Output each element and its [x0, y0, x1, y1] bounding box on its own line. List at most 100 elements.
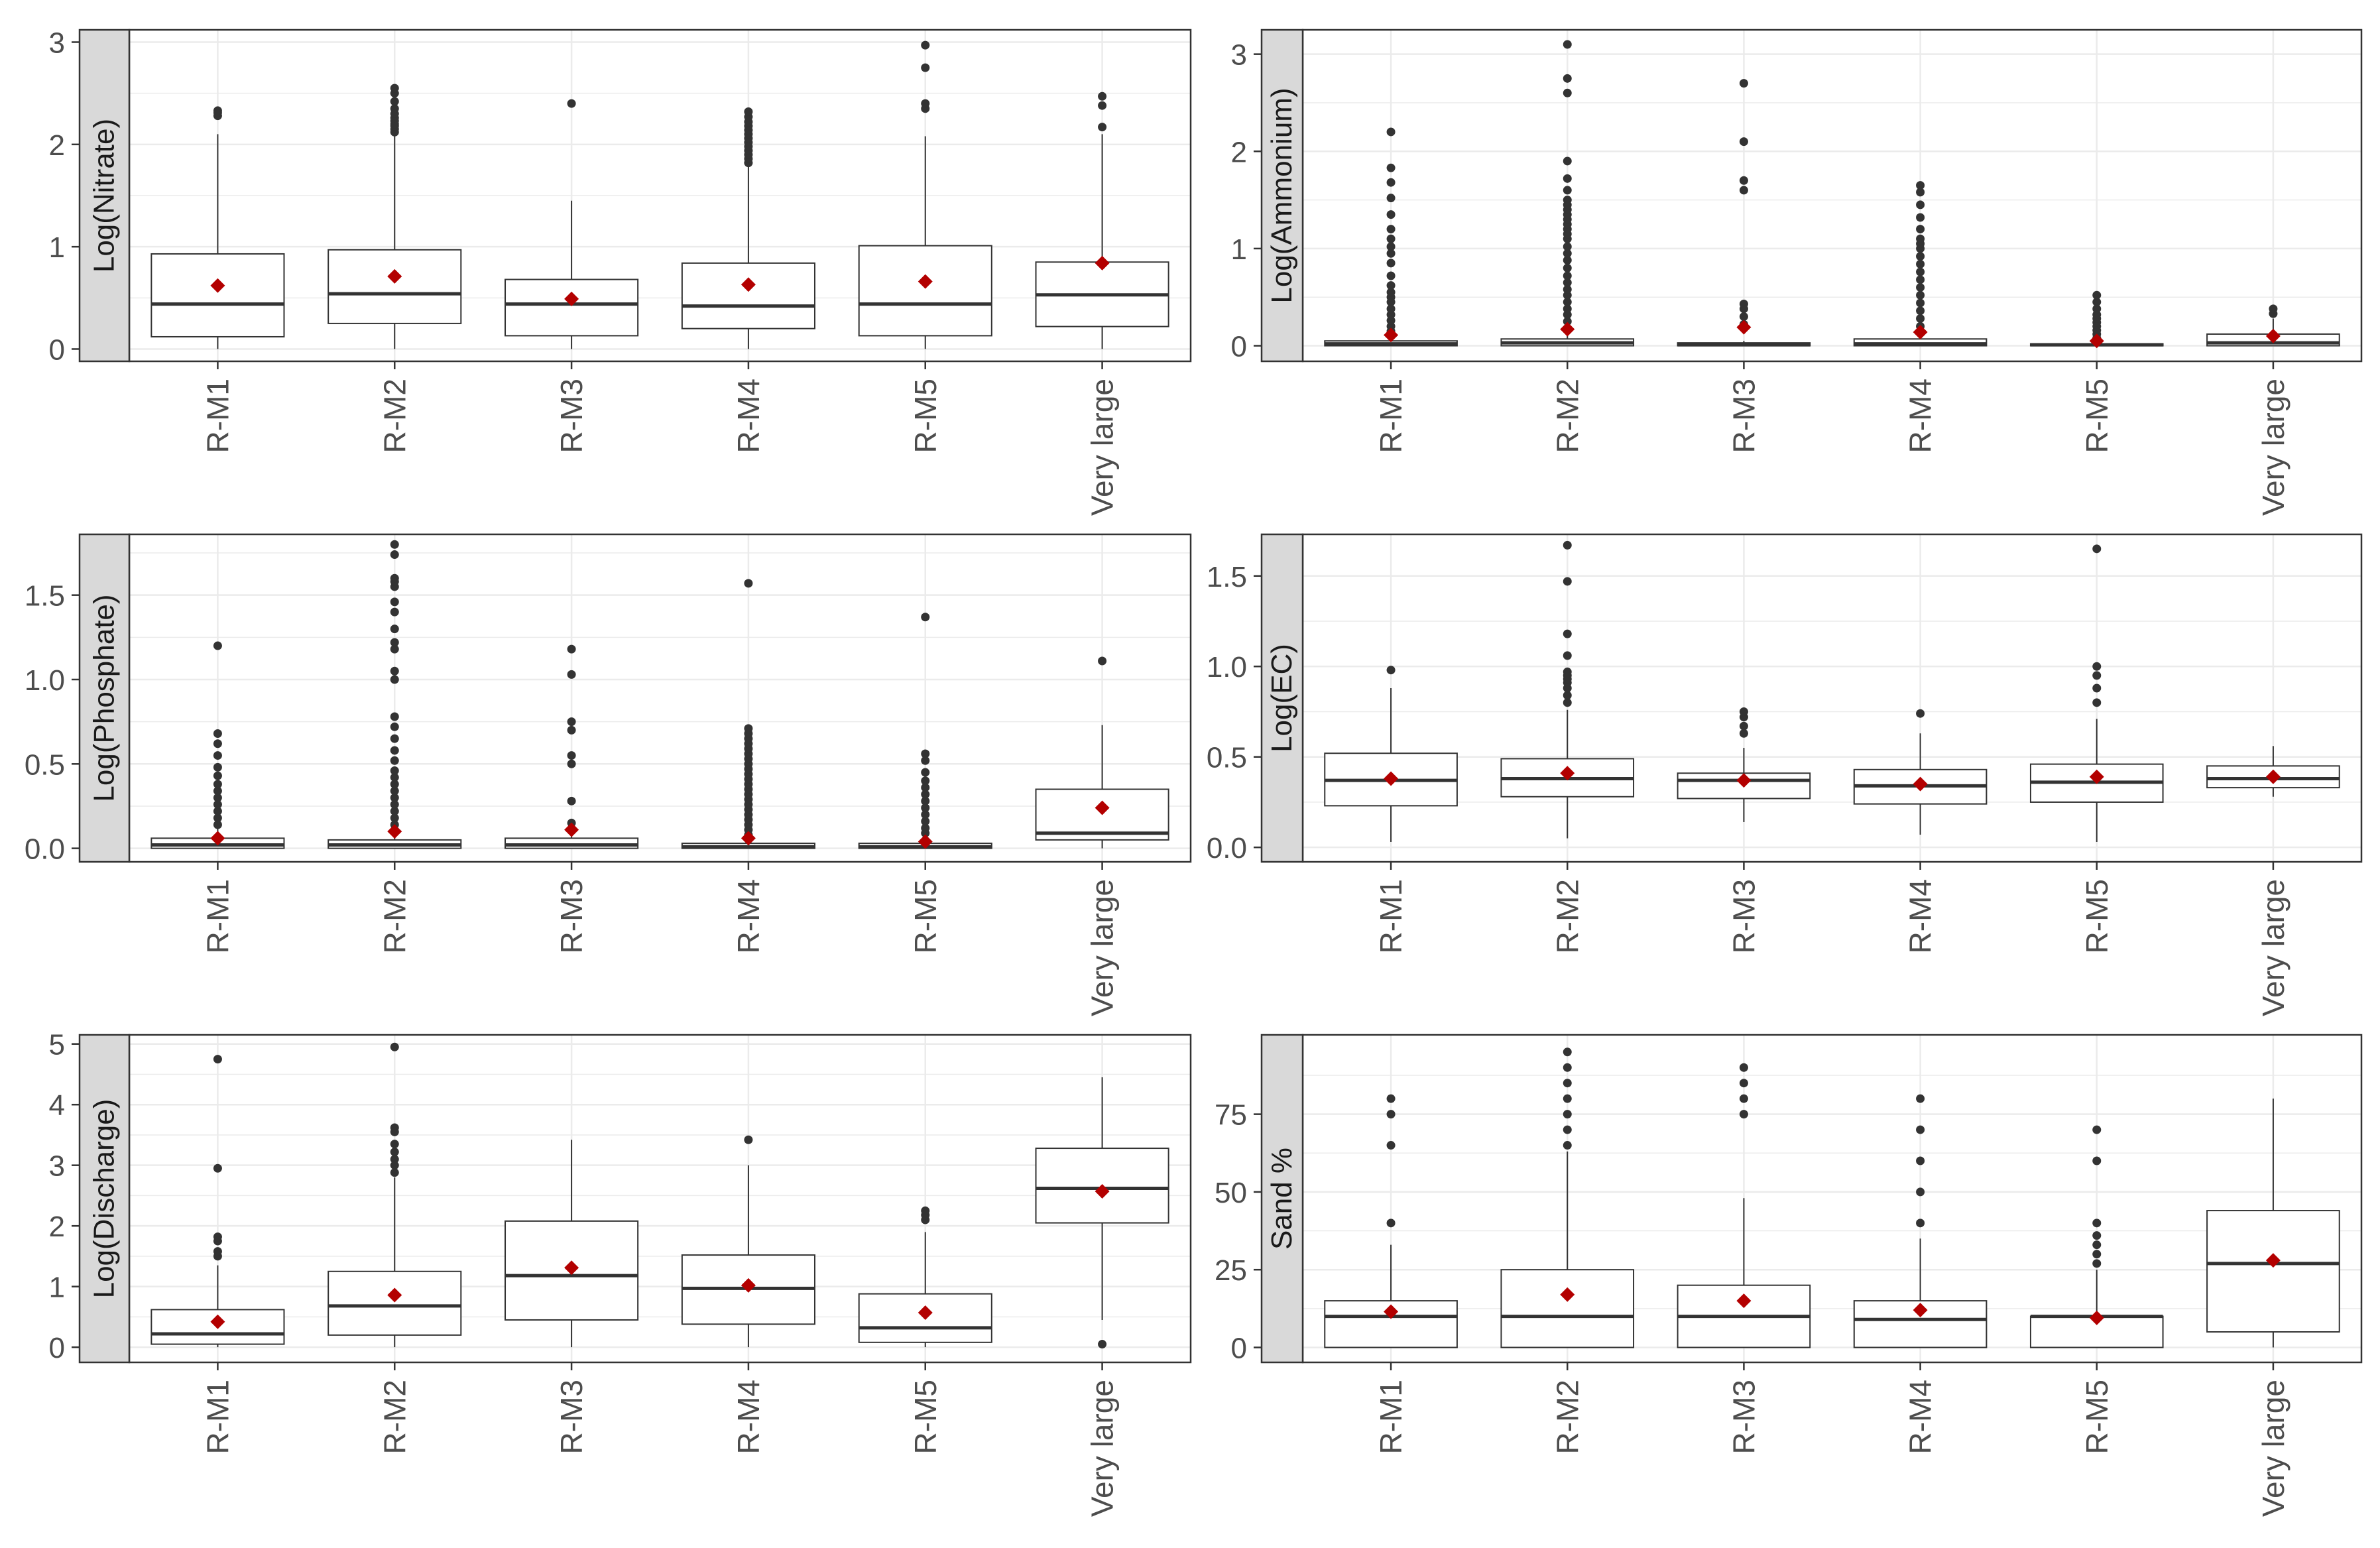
outlier-point — [2092, 1240, 2102, 1250]
outlier-point — [1739, 186, 1748, 195]
outlier-point — [390, 597, 399, 607]
outlier-point — [213, 1055, 222, 1064]
box-very-large — [1035, 1077, 1169, 1349]
x-tick-label: R-M1 — [200, 1380, 235, 1454]
outlier-point — [213, 739, 222, 748]
y-tick-label: 1.0 — [25, 664, 65, 697]
outlier-point — [921, 99, 930, 108]
outlier-point — [2092, 698, 2102, 707]
x-tick-label: R-M2 — [1550, 1380, 1584, 1454]
outlier-point — [1916, 234, 1925, 243]
box-r-m5 — [2029, 544, 2164, 842]
mean-marker — [2089, 1310, 2104, 1325]
facet-panel: Log(Discharge) 0 1 2 3 4 5 R-M1 R-M2 R-M3 R-M4 R-M5… — [49, 1029, 1192, 1517]
outlier-point — [1916, 213, 1925, 222]
box-r-m2 — [327, 540, 462, 849]
y-tick-label: 1 — [1231, 233, 1247, 266]
outlier-point — [2092, 1156, 2102, 1165]
outlier-point — [744, 579, 753, 588]
outlier-point — [2092, 662, 2102, 671]
outlier-point — [213, 786, 222, 796]
outlier-point — [390, 1148, 399, 1157]
outlier-point — [1563, 156, 1572, 166]
mean-marker — [918, 1305, 933, 1320]
outlier-point — [921, 613, 930, 622]
outlier-point — [1563, 317, 1572, 326]
outlier-point — [1916, 275, 1925, 284]
facet-label: Log(Ammonium) — [1266, 88, 1298, 303]
outlier-point — [213, 1232, 222, 1242]
x-tick-label: R-M2 — [377, 379, 412, 453]
outlier-point — [1563, 1110, 1572, 1119]
box-r-m5 — [2029, 1125, 2164, 1348]
outlier-point — [1739, 1063, 1748, 1072]
outlier-point — [1386, 259, 1396, 268]
outlier-point — [1563, 304, 1572, 314]
outlier-point — [1916, 1156, 1925, 1165]
outlier-point — [1563, 40, 1572, 49]
outlier-point — [213, 751, 222, 760]
box-r-m1 — [150, 641, 285, 849]
outlier-point — [390, 793, 399, 802]
y-tick-label: 1 — [49, 231, 65, 264]
panel-background — [129, 1035, 1191, 1362]
outlier-point — [2092, 684, 2102, 693]
mean-marker — [210, 831, 225, 846]
outlier-point — [213, 793, 222, 802]
mean-marker — [387, 1287, 402, 1303]
mean-marker — [741, 277, 756, 292]
outlier-point — [2092, 1219, 2102, 1228]
x-tick-label: R-M3 — [1726, 879, 1761, 953]
outlier-point — [1386, 210, 1396, 219]
outlier-point — [390, 638, 399, 647]
box-r-m5 — [2029, 290, 2164, 349]
outlier-point — [213, 641, 222, 650]
outlier-point — [567, 796, 576, 805]
mean-marker — [1384, 771, 1399, 786]
outlier-point — [921, 796, 930, 805]
iqr-box — [505, 278, 639, 337]
y-tick-label: 0.0 — [1207, 832, 1247, 864]
y-tick-label: 2 — [49, 129, 65, 162]
outlier-point — [390, 712, 399, 721]
box-r-m5 — [858, 613, 992, 849]
mean-marker — [1736, 1293, 1752, 1309]
box-very-large — [1035, 656, 1169, 849]
outlier-point — [1739, 176, 1748, 185]
outlier-point — [1386, 234, 1396, 243]
box-r-m4 — [681, 1135, 815, 1348]
outlier-point — [213, 762, 222, 772]
mean-marker — [1560, 1287, 1575, 1302]
outlier-point — [744, 1135, 753, 1144]
mean-marker — [210, 1314, 225, 1329]
box-very-large — [2206, 746, 2340, 797]
outlier-point — [1386, 242, 1396, 251]
outlier-point — [921, 63, 930, 72]
box-r-m3 — [1677, 707, 1811, 822]
outlier-point — [921, 40, 930, 50]
outlier-point — [1386, 288, 1396, 297]
mean-marker — [387, 268, 402, 284]
outlier-point — [390, 1123, 399, 1132]
outlier-point — [1386, 271, 1396, 280]
outlier-point — [390, 573, 399, 583]
outlier-point — [1563, 629, 1572, 638]
outlier-point — [213, 807, 222, 816]
facet-panel: Log(Nitrate) 0 1 2 3 R-M1 R-M2 R-M3 R-M4 R-M5 Very… — [49, 27, 1192, 516]
facet-strip — [1260, 1034, 1304, 1364]
x-tick-label: R-M3 — [554, 379, 589, 453]
x-tick-label: R-M4 — [1903, 879, 1938, 953]
outlier-point — [390, 807, 399, 816]
outlier-point — [1098, 1340, 1107, 1349]
outlier-point — [1739, 137, 1748, 147]
outlier-point — [390, 104, 399, 113]
x-tick-label: R-M5 — [908, 879, 943, 953]
facet-strip — [1260, 29, 1304, 363]
mean-marker — [2265, 769, 2281, 784]
facet-label: Log(EC) — [1266, 644, 1298, 752]
outlier-point — [567, 670, 576, 679]
box-r-m2 — [1500, 40, 1635, 347]
x-tick-label: R-M5 — [2080, 1380, 2114, 1454]
outlier-point — [1563, 1141, 1572, 1150]
panel-background — [1303, 30, 2361, 361]
